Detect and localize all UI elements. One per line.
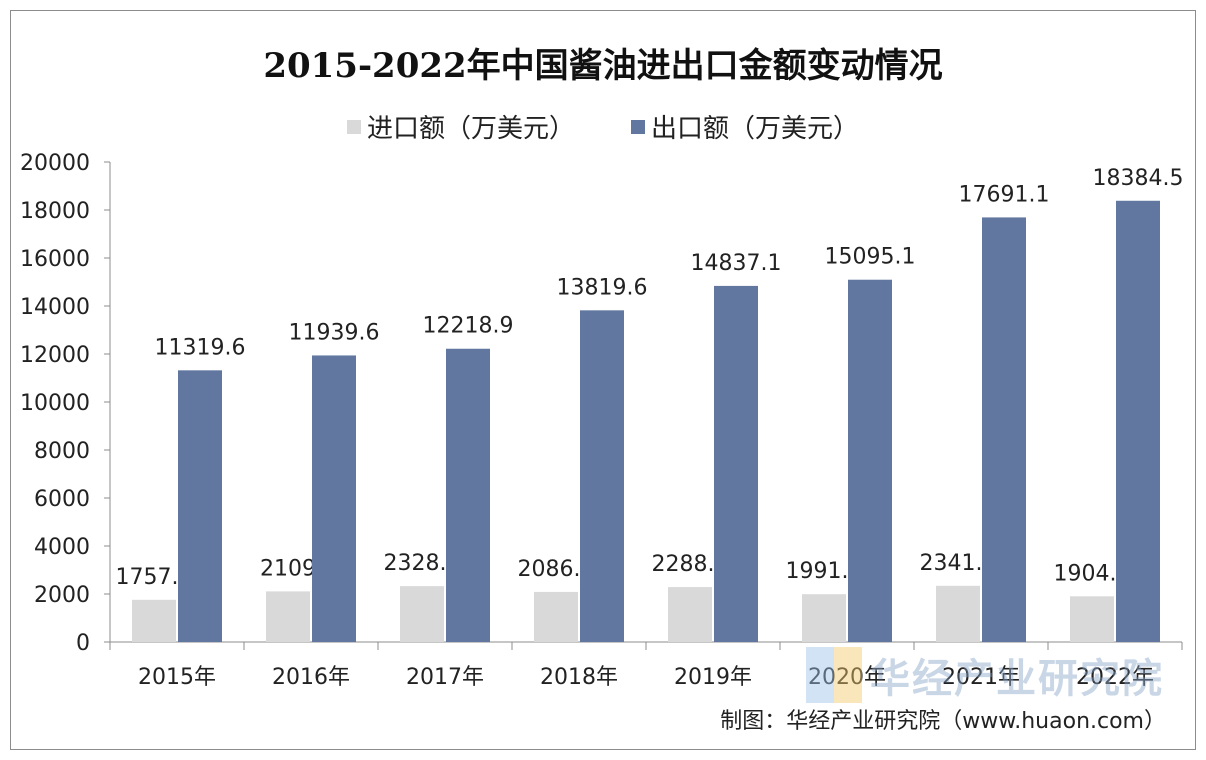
legend-swatch-export: [631, 119, 645, 134]
export-bar: [178, 370, 222, 642]
x-tick-label: 2021年: [942, 665, 1020, 690]
import-bar: [266, 591, 310, 642]
legend-label-export: 出口额（万美元）: [651, 114, 860, 144]
watermark: 华经产业研究院: [806, 646, 1164, 704]
export-bar: [580, 310, 624, 642]
legend-item-import: 进口额（万美元）: [346, 108, 575, 145]
source-note: 制图：华经产业研究院（www.huaon.com）: [720, 709, 1166, 734]
y-tick-label: 6000: [34, 487, 90, 512]
x-tick-label: 2016年: [272, 665, 350, 690]
import-data-label: 2109: [260, 556, 316, 581]
x-tick-label: 2015年: [138, 665, 216, 690]
y-tick-label: 4000: [34, 535, 90, 560]
export-data-label: 12218.9: [423, 314, 514, 339]
legend-label-import: 进口额（万美元）: [366, 114, 575, 144]
y-tick-label: 10000: [20, 391, 90, 416]
x-tick-label: 2019年: [674, 665, 752, 690]
export-bar: [848, 279, 892, 642]
export-bar: [982, 217, 1026, 642]
chart-title: 2015-2022年中国酱油进出口金额变动情况: [263, 46, 943, 86]
x-tick-label: 2020年: [808, 665, 886, 690]
x-tick-label: 2017年: [406, 665, 484, 690]
export-bar: [312, 355, 356, 642]
export-data-label: 17691.1: [959, 182, 1050, 207]
import-bar: [936, 585, 980, 642]
export-data-label: 11319.6: [155, 335, 246, 360]
y-tick-label: 12000: [20, 343, 90, 368]
x-tick-label: 2018年: [540, 665, 618, 690]
y-tick-label: 18000: [20, 199, 90, 224]
export-data-label: 13819.6: [557, 275, 648, 300]
y-tick-label: 2000: [34, 583, 90, 608]
import-bar: [668, 587, 712, 642]
chart-legend: 进口额（万美元） 出口额（万美元）: [0, 108, 1206, 145]
import-bar: [534, 591, 578, 642]
export-bar: [446, 348, 490, 642]
import-bar: [802, 594, 846, 642]
export-data-label: 18384.5: [1093, 166, 1184, 191]
y-tick-label: 0: [76, 631, 90, 656]
export-bar: [1116, 200, 1160, 642]
y-tick-label: 20000: [20, 151, 90, 176]
x-tick-label: 2022年: [1076, 665, 1154, 690]
export-bar: [714, 285, 758, 642]
import-bar: [1070, 596, 1114, 642]
y-tick-label: 8000: [34, 439, 90, 464]
legend-item-export: 出口额（万美元）: [631, 108, 859, 145]
export-data-label: 11939.6: [289, 320, 380, 345]
import-bar: [132, 599, 176, 642]
export-data-label: 15095.1: [825, 245, 916, 270]
y-tick-label: 16000: [20, 247, 90, 272]
watermark-text: 华经产业研究院: [870, 656, 1164, 702]
export-data-label: 14837.1: [691, 251, 782, 276]
y-tick-label: 14000: [20, 295, 90, 320]
huajing-logo-icon: [806, 647, 862, 703]
legend-swatch-import: [346, 119, 361, 134]
import-bar: [400, 586, 444, 642]
